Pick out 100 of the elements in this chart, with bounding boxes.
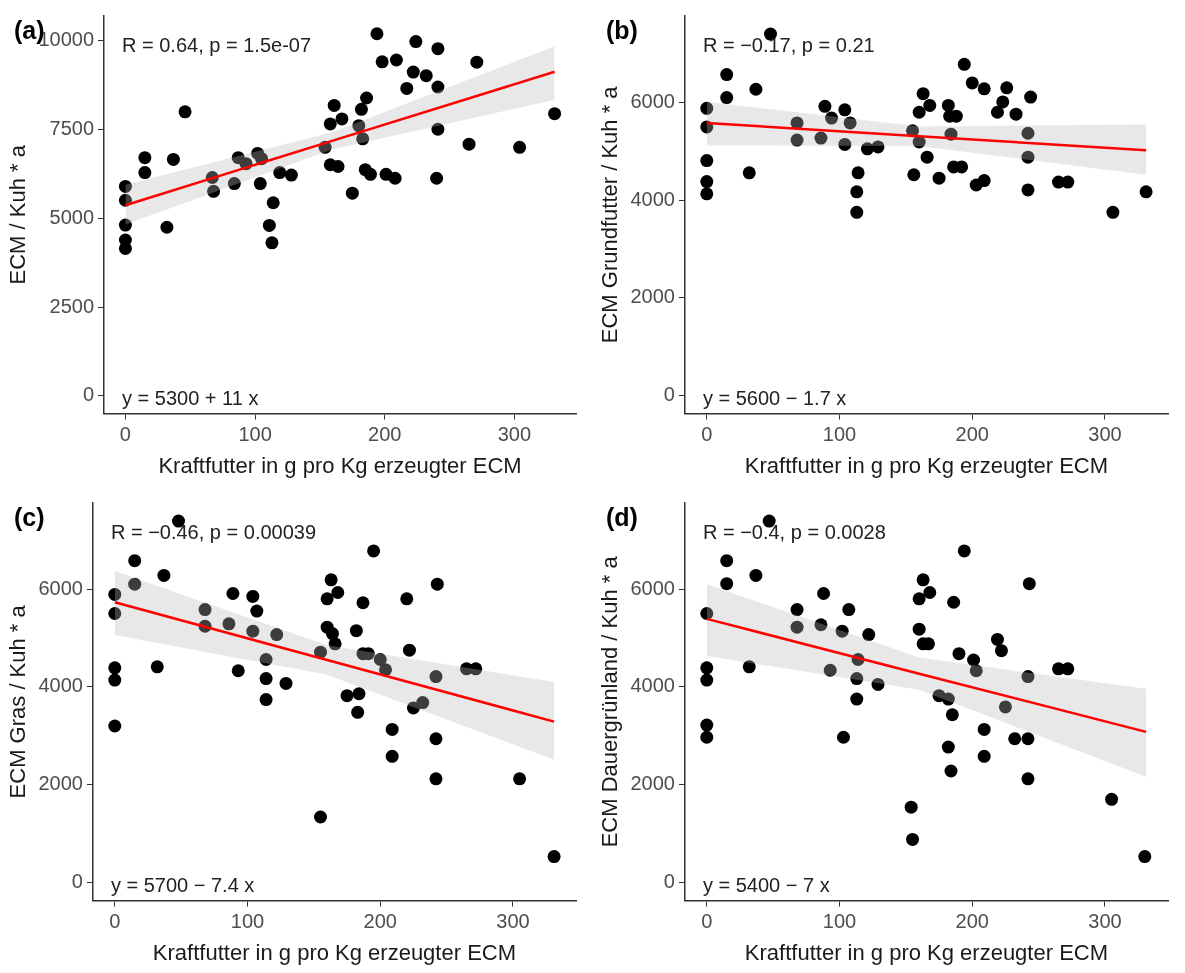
point [977, 722, 991, 736]
point [331, 160, 345, 174]
point [742, 166, 756, 180]
point [402, 643, 416, 657]
point [850, 672, 864, 686]
point [1024, 90, 1038, 104]
x-tick-label: 100 [238, 423, 272, 446]
y-axis-title: ECM Dauergrünland / Kuh * a [597, 555, 623, 848]
point [266, 196, 280, 210]
y-tick-label: 5000 [49, 205, 95, 228]
x-tick-label: 0 [119, 423, 131, 446]
point [385, 749, 399, 763]
annotation: R = −0.17, p = 0.21 [702, 33, 875, 56]
point [1022, 577, 1036, 591]
point [871, 140, 885, 154]
point [118, 242, 132, 256]
point [1021, 126, 1035, 140]
annotation: y = 5700 − 7.4 x [110, 874, 255, 897]
point [327, 98, 341, 112]
point [108, 607, 122, 621]
point [1021, 670, 1035, 684]
point [548, 107, 562, 121]
point [431, 80, 445, 94]
y-tick-label: 6000 [38, 576, 83, 599]
point [328, 637, 342, 651]
point [314, 810, 328, 824]
point [742, 660, 756, 674]
point [356, 596, 370, 610]
point [996, 95, 1010, 109]
point [138, 166, 152, 180]
point [1021, 150, 1035, 164]
annotation: R = −0.4, p = 0.0028 [702, 520, 886, 543]
point [998, 700, 1012, 714]
point [166, 152, 180, 166]
x-tick-label: 300 [1088, 423, 1122, 446]
point [700, 187, 714, 201]
x-axis-title: Kraftfutter in g pro Kg erzeugter ECM [744, 939, 1109, 965]
y-axis-title: ECM Grundfutter / Kuh * a [597, 85, 623, 344]
point [324, 573, 338, 587]
point [825, 111, 839, 125]
point [246, 589, 260, 603]
point [430, 577, 444, 591]
point [916, 573, 930, 587]
point [430, 171, 444, 185]
point [379, 663, 393, 677]
point [862, 628, 876, 642]
point [720, 91, 734, 105]
x-tick-label: 100 [822, 910, 857, 933]
point [259, 653, 273, 666]
point [720, 554, 734, 568]
point [912, 622, 926, 636]
point [817, 586, 831, 600]
point [462, 137, 476, 151]
point [375, 55, 389, 69]
y-tick-label: 4000 [630, 674, 675, 697]
point [416, 696, 430, 710]
point [843, 116, 857, 130]
point [1008, 732, 1022, 746]
y-tick-label: 4000 [630, 187, 675, 210]
point [837, 730, 850, 744]
x-tick-label: 300 [1088, 910, 1122, 933]
point [253, 177, 267, 191]
y-tick-label: 0 [663, 870, 675, 893]
x-tick-label: 200 [363, 910, 397, 933]
point [700, 730, 714, 744]
point [835, 624, 849, 638]
point [429, 732, 443, 746]
point [513, 140, 527, 154]
point [1009, 107, 1023, 121]
point [907, 168, 921, 182]
point [1106, 205, 1120, 219]
point [700, 154, 714, 168]
point [957, 57, 971, 71]
point [227, 177, 241, 191]
x-tick-label: 200 [368, 423, 402, 446]
point [178, 105, 192, 119]
point [429, 670, 443, 684]
point [700, 607, 714, 621]
point [373, 653, 387, 666]
point [431, 122, 445, 136]
point [749, 82, 763, 96]
point [323, 117, 337, 131]
point [354, 102, 368, 116]
y-tick-label: 0 [71, 870, 83, 893]
point [1139, 185, 1153, 199]
point [1061, 662, 1075, 676]
point [1021, 732, 1035, 746]
point [944, 764, 958, 778]
point [720, 577, 734, 591]
point [920, 150, 934, 164]
point [331, 586, 345, 599]
y-tick-label: 2500 [49, 294, 95, 317]
point [547, 850, 561, 864]
point [941, 740, 955, 754]
point [198, 603, 212, 617]
point [1021, 183, 1035, 197]
x-tick-label: 0 [701, 423, 713, 446]
point [349, 624, 363, 638]
point [259, 672, 273, 686]
point [259, 693, 273, 707]
